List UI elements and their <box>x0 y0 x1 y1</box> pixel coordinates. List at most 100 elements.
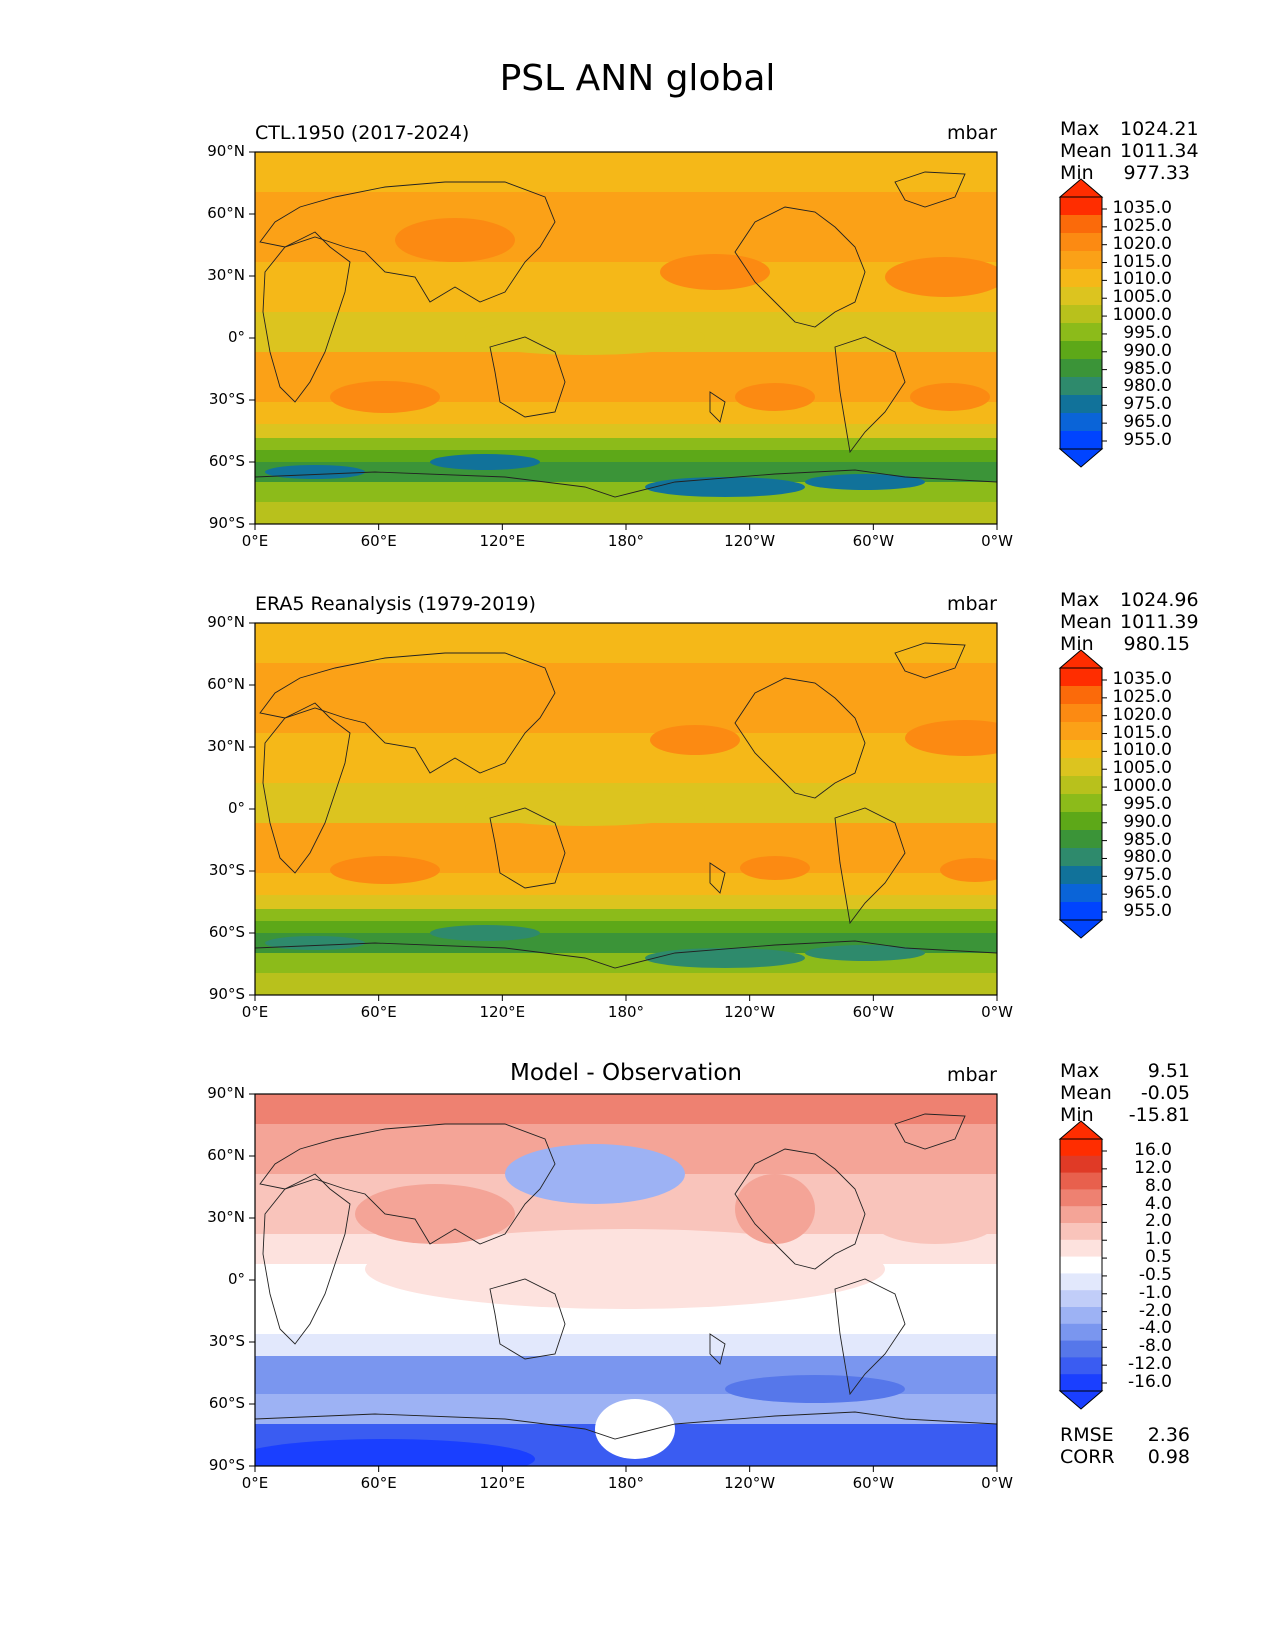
colorbar-segment <box>1060 704 1102 723</box>
x-tick-label: 120°W <box>724 1474 776 1492</box>
field-band <box>255 1094 997 1124</box>
colorbar-tick-label: -0.5 <box>1138 1264 1172 1285</box>
colorbar-segment <box>1060 377 1102 396</box>
coastline-6 <box>255 1411 997 1466</box>
y-tick-label: 90°N <box>207 613 245 631</box>
x-tick-label: 60°E <box>360 1474 397 1492</box>
stat-value-min: 977.33 <box>1123 162 1190 184</box>
high-pressure-cell <box>660 254 770 290</box>
colorbar-segment <box>1060 686 1102 705</box>
field-band <box>255 933 997 953</box>
field-band <box>255 623 997 663</box>
colorbar-segment <box>1060 848 1102 867</box>
colorbar-segment <box>1060 1357 1102 1375</box>
high-pressure-cell <box>885 257 997 297</box>
panel-units: mbar <box>946 593 997 615</box>
coastline-4 <box>834 807 906 925</box>
map-panel-diff <box>249 1093 998 1472</box>
x-tick-label: 120°W <box>724 532 776 550</box>
colorbar-outline <box>1059 196 1103 450</box>
colorbar-segment <box>1060 830 1102 849</box>
colorbar-segment <box>1060 1323 1102 1342</box>
colorbar-segment <box>1060 1374 1102 1392</box>
x-tick-label: 120°W <box>724 1003 776 1021</box>
y-tick-label: 60°S <box>208 1394 245 1412</box>
stat-label-mean: Mean <box>1060 140 1112 162</box>
negative-anomaly <box>725 1375 905 1403</box>
colorbar-tick-label: 1005.0 <box>1112 287 1172 308</box>
stat-value-max: 9.51 <box>1147 1060 1190 1082</box>
coastline-0 <box>262 231 351 403</box>
low-pressure-cell <box>430 925 540 941</box>
colorbar-segment <box>1060 233 1102 252</box>
colorbar-segment <box>1060 866 1102 885</box>
map-panel-ref <box>249 622 998 1001</box>
x-tick-label: 0°W <box>981 532 1013 550</box>
panel-center-title: Model - Observation <box>509 1060 743 1086</box>
stat-label-max: Max <box>1060 118 1100 140</box>
y-tick-label: 0° <box>227 1270 245 1288</box>
colorbar-outline <box>1059 667 1103 921</box>
colorbar-tick-label: 980.0 <box>1123 847 1172 868</box>
colorbar-tick-label: 1000.0 <box>1112 305 1172 326</box>
colorbar-segment <box>1060 668 1102 687</box>
coastline-4 <box>834 1278 906 1396</box>
high-pressure-cell <box>650 725 740 755</box>
stat-value-max: 1024.21 <box>1120 118 1199 140</box>
colorbar-tick-label: 2.0 <box>1144 1211 1172 1232</box>
y-tick-label: 60°N <box>207 204 245 222</box>
stat-label-max: Max <box>1060 589 1100 611</box>
x-tick-label: 180° <box>607 532 645 550</box>
stat-value-mean: -0.05 <box>1140 1082 1190 1104</box>
colorbar-tick-label: 965.0 <box>1123 883 1172 904</box>
y-tick-label: 30°S <box>208 1332 245 1350</box>
coastline-1 <box>259 181 556 303</box>
colorbar-tick-label: 12.0 <box>1134 1157 1172 1178</box>
colorbar-tick-label: 1015.0 <box>1112 722 1172 743</box>
colorbar-segment <box>1060 1239 1102 1258</box>
field-band <box>255 953 997 973</box>
coastline-2 <box>489 1278 566 1360</box>
field-band <box>255 733 997 783</box>
low-pressure-cell <box>645 477 805 497</box>
x-tick-label: 0°W <box>981 1474 1013 1492</box>
field-band <box>255 973 997 995</box>
colorbar-tick-label: -4.0 <box>1138 1318 1172 1339</box>
colorbar-tick-label: 1000.0 <box>1112 776 1172 797</box>
colorbar-diff <box>1058 1120 1104 1410</box>
colorbar-tick-label: 995.0 <box>1123 322 1172 343</box>
colorbar-segment <box>1060 740 1102 759</box>
coastline-5 <box>894 1113 966 1150</box>
panel-units: mbar <box>946 1064 997 1086</box>
field-band <box>255 192 997 262</box>
colorbar-segment <box>1060 902 1102 921</box>
panel-left-title: CTL.1950 (2017-2024) <box>255 122 470 144</box>
colorbar-segment <box>1060 359 1102 378</box>
x-tick-label: 120°E <box>479 532 526 550</box>
stat-value-mean: 1011.39 <box>1120 611 1199 633</box>
colorbar-tick-label: 975.0 <box>1123 394 1172 415</box>
figure-title: PSL ANN global <box>499 58 776 99</box>
x-tick-label: 60°W <box>852 1003 895 1021</box>
corr-value: 0.98 <box>1147 1446 1190 1468</box>
y-tick-label: 90°N <box>207 142 245 160</box>
equatorial-trough <box>465 790 705 826</box>
low-pressure-cell <box>805 945 925 961</box>
colorbar-segment <box>1060 1206 1102 1224</box>
colorbar-segment <box>1060 1340 1102 1358</box>
y-tick-label: 0° <box>227 328 245 346</box>
colorbar-tick-label: 1015.0 <box>1112 251 1172 272</box>
equatorial-trough <box>465 319 705 355</box>
high-pressure-cell <box>395 218 515 262</box>
colorbar-extend-min <box>1058 448 1104 468</box>
colorbar-segment <box>1060 1290 1102 1308</box>
colorbar-segment <box>1060 395 1102 414</box>
coastline-6 <box>255 469 997 524</box>
colorbar-tick-label: 1010.0 <box>1112 740 1172 761</box>
colorbar-segment <box>1060 413 1102 432</box>
coastline-6 <box>255 940 997 995</box>
colorbar-segment <box>1060 1307 1102 1325</box>
colorbar-tick-label: -16.0 <box>1128 1372 1172 1392</box>
x-tick-label: 60°W <box>852 1474 895 1492</box>
